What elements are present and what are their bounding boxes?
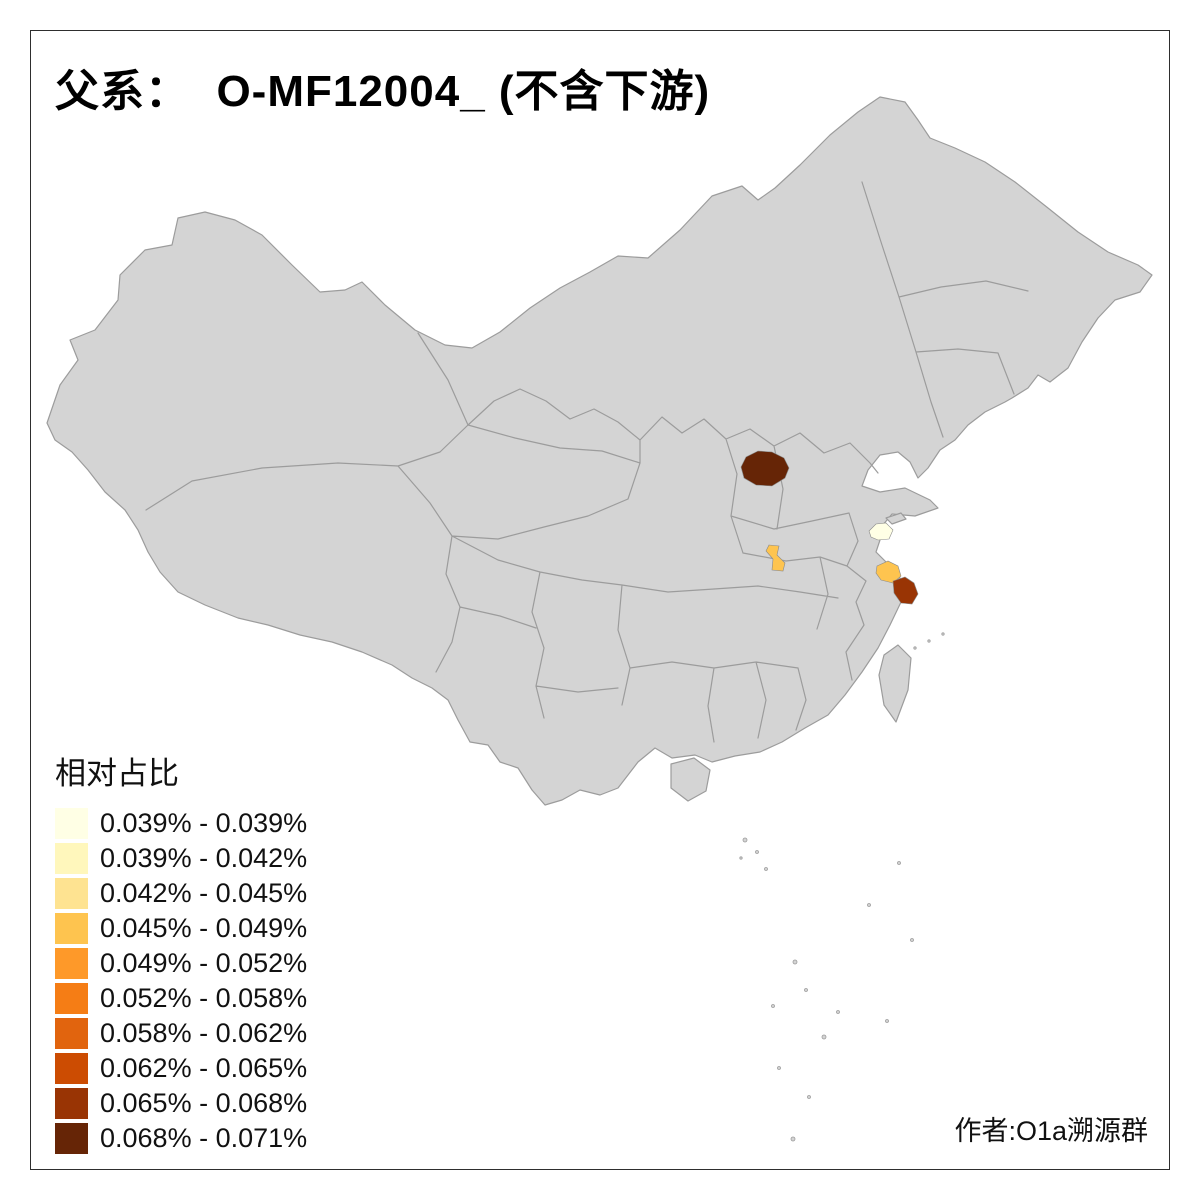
- legend: 相对占比 0.039% - 0.039% 0.039% - 0.042% 0.0…: [55, 748, 307, 1158]
- region-central-plain: [740, 450, 790, 487]
- legend-label: 0.052% - 0.058%: [100, 983, 308, 1013]
- legend-label: 0.058% - 0.062%: [100, 1018, 308, 1048]
- author-credit: 作者:O1a溯源群: [954, 1116, 1148, 1146]
- legend-item: 0.049% - 0.052%: [55, 948, 307, 979]
- legend-swatch: [55, 913, 88, 944]
- legend-swatch: [55, 878, 88, 909]
- province-borders: [145, 181, 1029, 743]
- legend-item: 0.039% - 0.042%: [55, 843, 307, 874]
- legend-item: 0.039% - 0.039%: [55, 808, 307, 839]
- legend-swatch: [55, 1053, 88, 1084]
- taiwan-island: [878, 644, 912, 723]
- legend-item: 0.065% - 0.068%: [55, 1088, 307, 1119]
- legend-item: 0.068% - 0.071%: [55, 1123, 307, 1154]
- region-jianghan: [765, 544, 786, 572]
- legend-label: 0.039% - 0.039%: [100, 808, 308, 838]
- legend-label: 0.062% - 0.065%: [100, 1053, 308, 1083]
- chongming-island: [885, 512, 907, 525]
- legend-swatch: [55, 843, 88, 874]
- china-landmass: [46, 96, 1153, 1142]
- legend-swatch: [55, 1018, 88, 1049]
- legend-label: 0.049% - 0.052%: [100, 948, 308, 978]
- legend-label: 0.042% - 0.045%: [100, 878, 308, 908]
- legend-label: 0.065% - 0.068%: [100, 1088, 308, 1118]
- legend-item: 0.042% - 0.045%: [55, 878, 307, 909]
- legend-item: 0.062% - 0.065%: [55, 1053, 307, 1084]
- highlighted-regions: [740, 450, 919, 605]
- legend-label: 0.045% - 0.049%: [100, 913, 308, 943]
- legend-swatch: [55, 1088, 88, 1119]
- legend-label: 0.039% - 0.042%: [100, 843, 308, 873]
- region-taihu: [868, 522, 894, 541]
- legend-item: 0.045% - 0.049%: [55, 913, 307, 944]
- hainan-island: [670, 757, 711, 802]
- legend-item: 0.052% - 0.058%: [55, 983, 307, 1014]
- legend-label: 0.068% - 0.071%: [100, 1123, 308, 1153]
- legend-swatch: [55, 983, 88, 1014]
- legend-swatch: [55, 808, 88, 839]
- legend-swatch: [55, 948, 88, 979]
- page-title: 父系： O-MF12004_ (不含下游): [55, 67, 711, 116]
- region-ningbo: [892, 576, 919, 605]
- legend-title: 相对占比: [55, 756, 179, 791]
- legend-swatch: [55, 1123, 88, 1154]
- legend-item: 0.058% - 0.062%: [55, 1018, 307, 1049]
- small-islands: [739, 632, 945, 1142]
